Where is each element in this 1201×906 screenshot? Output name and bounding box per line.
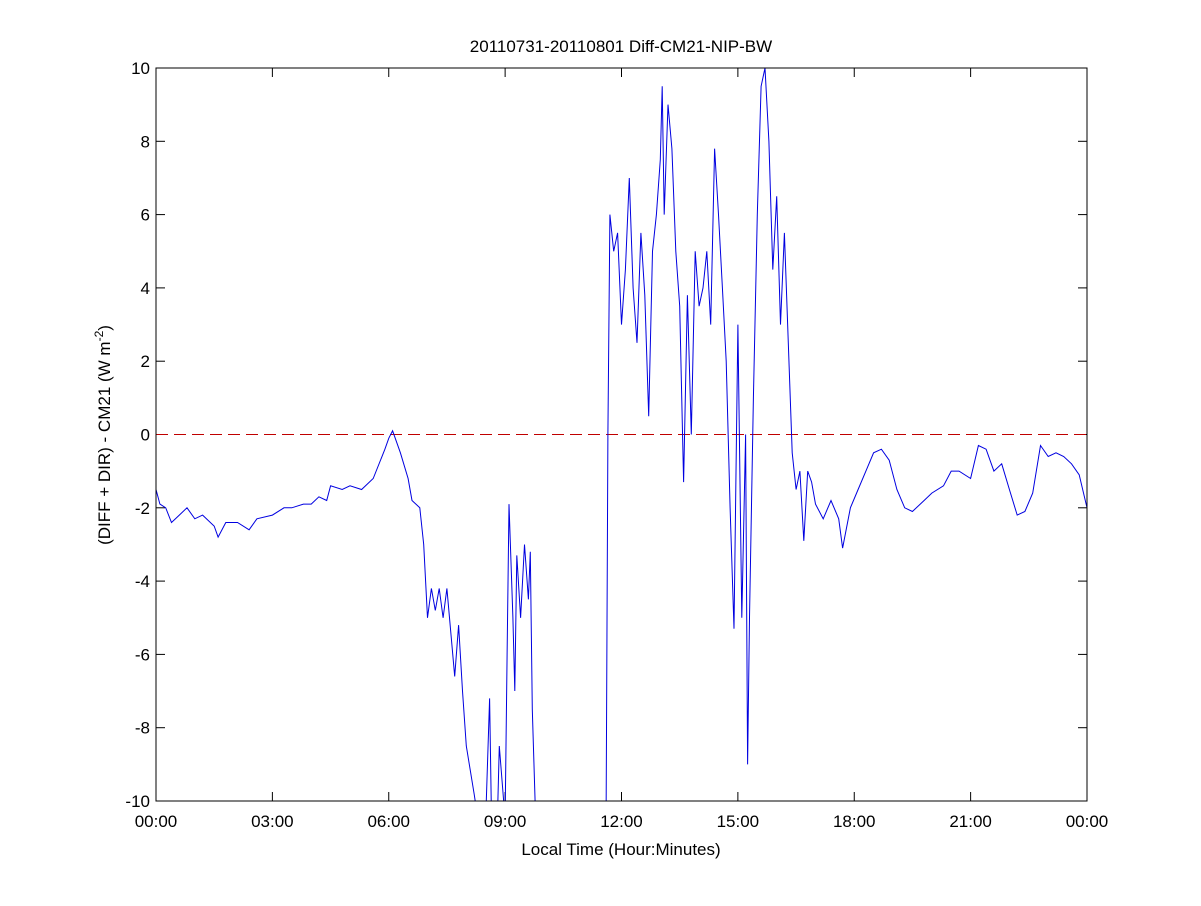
x-axis-label: Local Time (Hour:Minutes) (521, 840, 720, 859)
y-tick-label: 0 (141, 426, 150, 445)
x-tick-label: 00:00 (1066, 812, 1109, 831)
y-axis-label: (DIFF + DIR) - CM21 (W m-2) (92, 325, 114, 545)
y-tick-label: 6 (141, 206, 150, 225)
y-tick-label: -10 (125, 792, 150, 811)
y-axis-label-main: (DIFF + DIR) - CM21 (W m (95, 341, 114, 545)
x-tick-label: 06:00 (367, 812, 410, 831)
x-tick-label: 09:00 (484, 812, 527, 831)
y-axis-label-end: ) (95, 325, 114, 331)
y-tick-label: -4 (135, 572, 150, 591)
data-series-line (156, 68, 1087, 801)
x-tick-label: 18:00 (833, 812, 876, 831)
y-tick-label: -2 (135, 499, 150, 518)
y-tick-label: 8 (141, 132, 150, 151)
plot-frame (155, 67, 1088, 802)
x-tick-label: 03:00 (251, 812, 294, 831)
x-tick-label: 21:00 (949, 812, 992, 831)
y-axis-label-superscript: -2 (92, 330, 106, 341)
y-tick-label: 10 (131, 59, 150, 78)
x-tick-label: 15:00 (717, 812, 760, 831)
y-tick-label: 2 (141, 352, 150, 371)
y-tick-label: -6 (135, 645, 150, 664)
chart-title: 20110731-20110801 Diff-CM21-NIP-BW (470, 37, 772, 56)
plot-area (156, 68, 1087, 801)
x-tick-label: 00:00 (135, 812, 178, 831)
x-tick-label: 12:00 (600, 812, 643, 831)
y-tick-label: -8 (135, 719, 150, 738)
y-tick-label: 4 (141, 279, 150, 298)
